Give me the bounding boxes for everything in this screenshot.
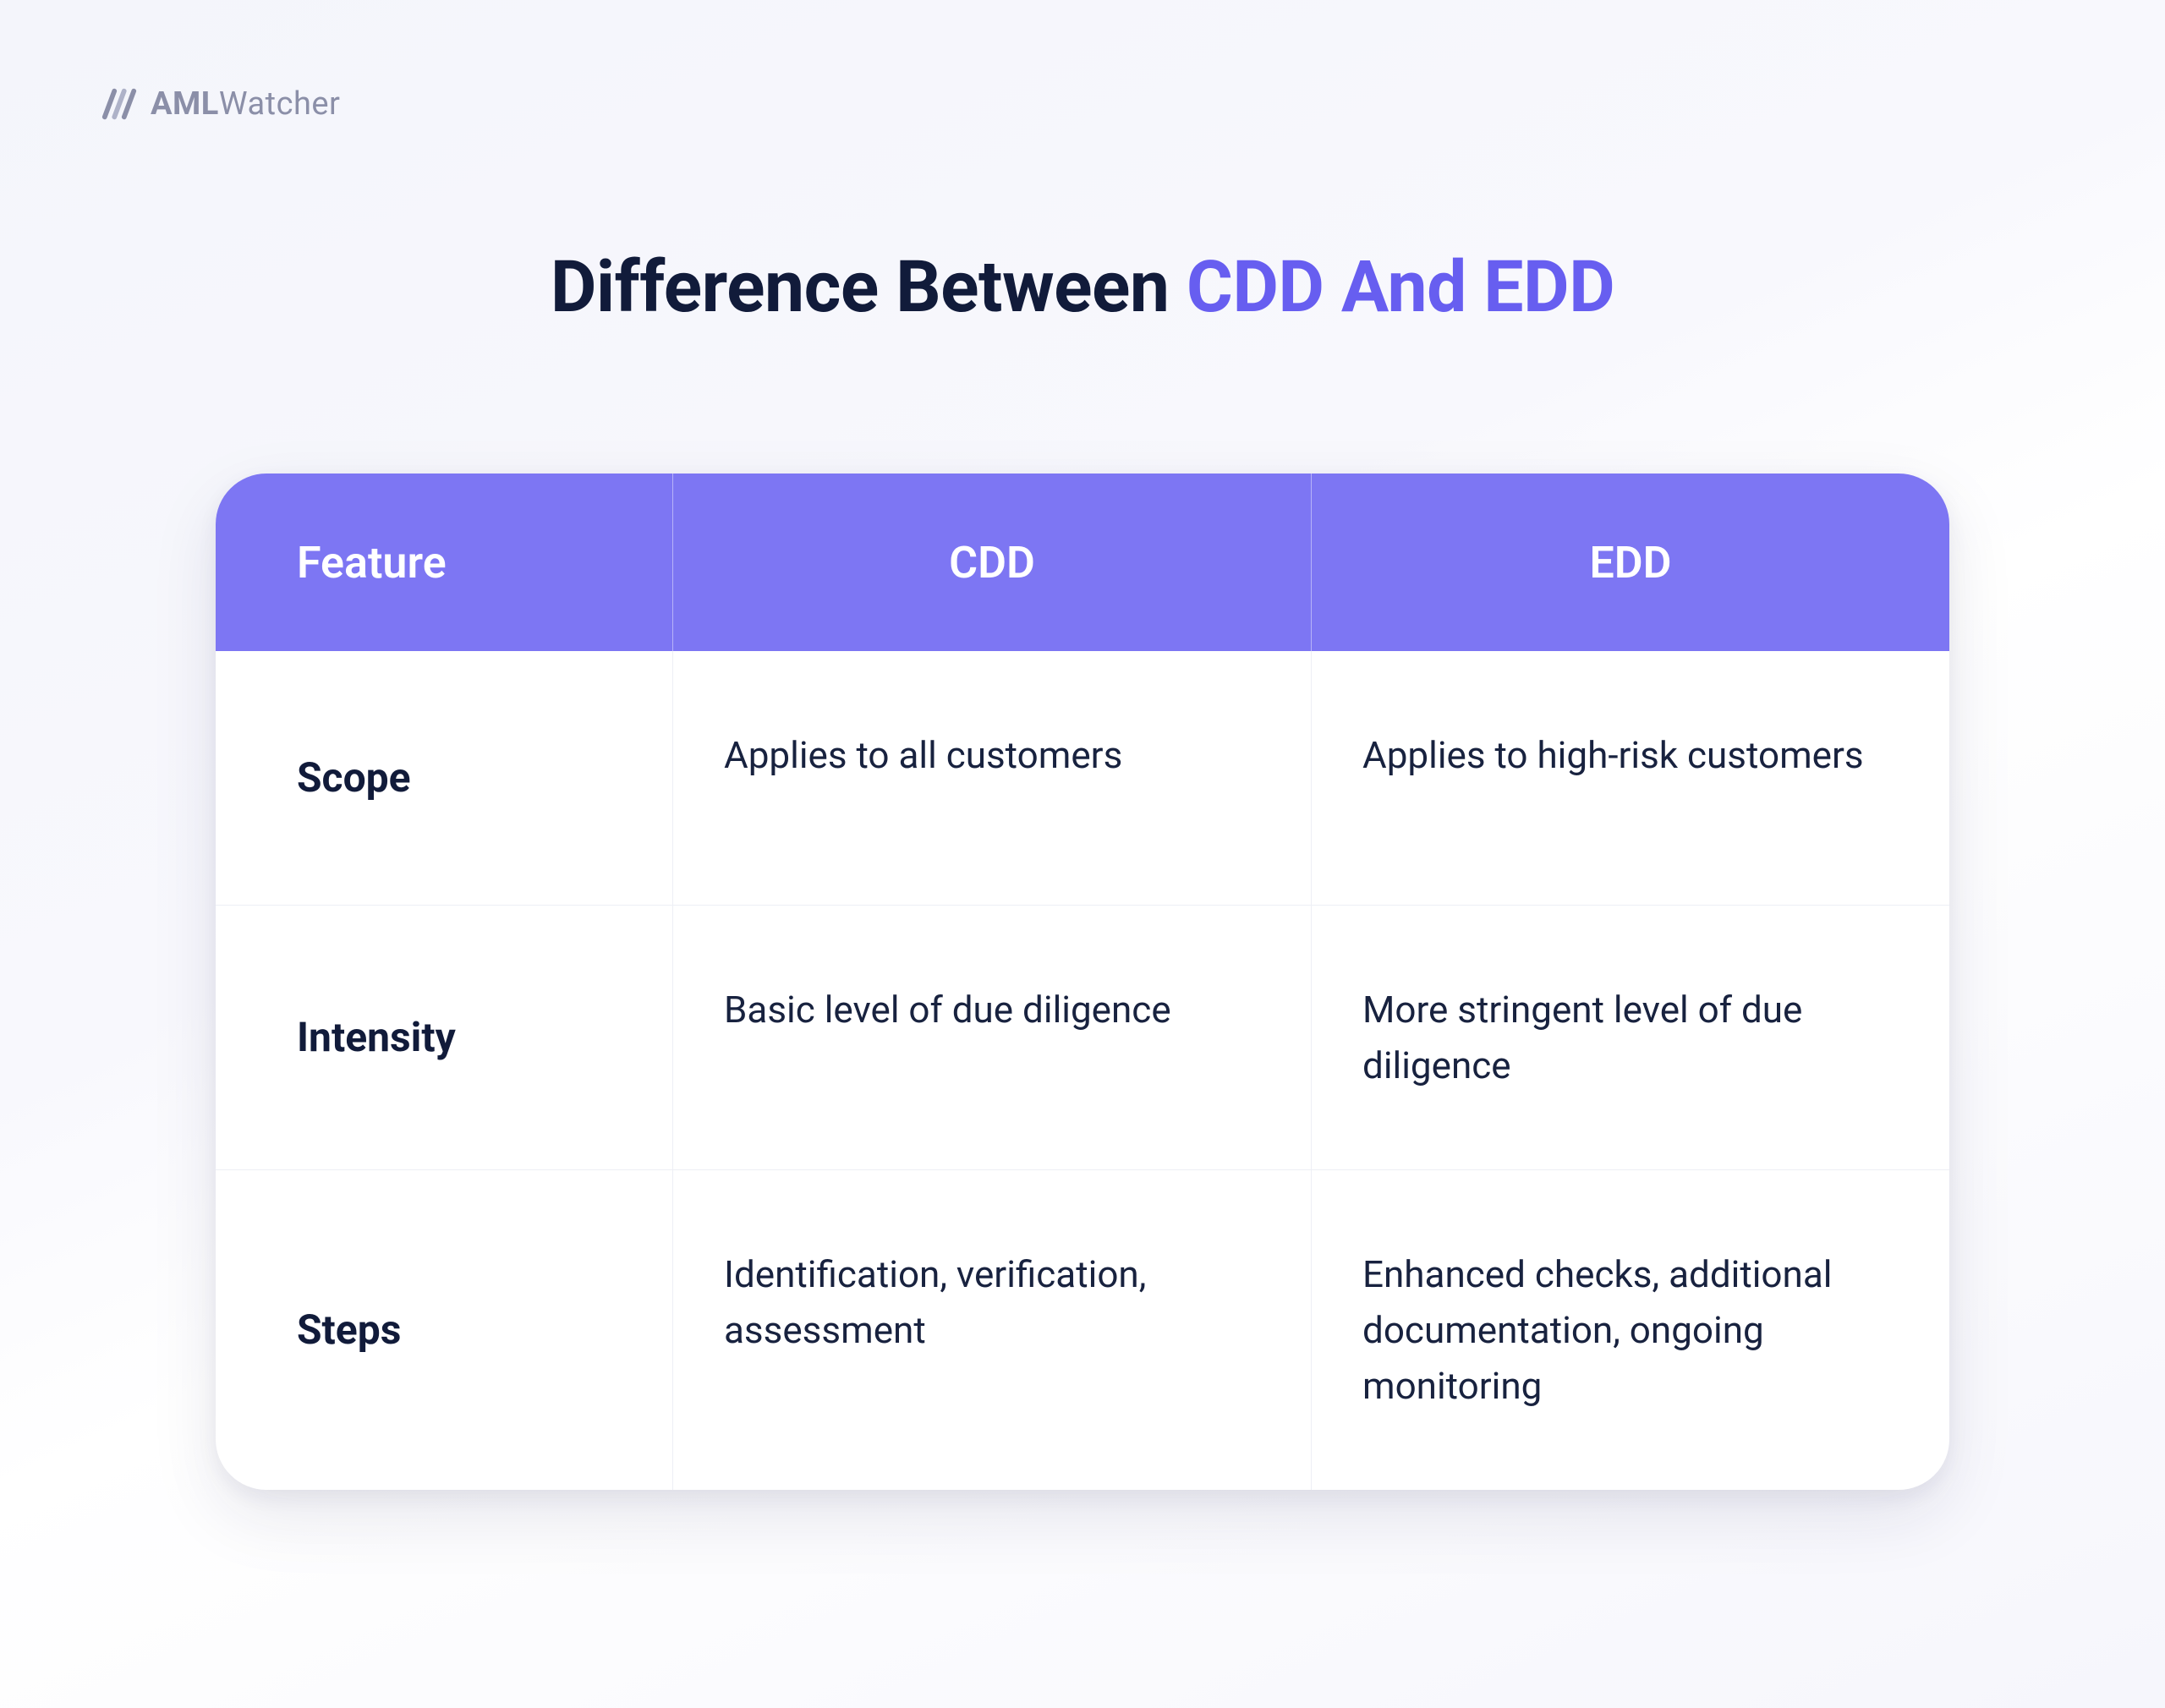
table-header-cdd: CDD: [672, 474, 1311, 651]
table-cell-edd: More stringent level of due diligence: [1311, 906, 1949, 1169]
table-cell-cdd: Applies to all customers: [672, 651, 1311, 905]
table-cell-cdd: Identification, verification, assessment: [672, 1170, 1311, 1490]
page-title-prefix: Difference Between: [551, 245, 1187, 329]
comparison-table: Feature CDD EDD Scope Applies to all cus…: [216, 474, 1949, 1490]
table-row: Intensity Basic level of due diligence M…: [216, 905, 1949, 1169]
table-cell-edd: Enhanced checks, additional documentatio…: [1311, 1170, 1949, 1490]
table-body: Scope Applies to all customers Applies t…: [216, 651, 1949, 1490]
table-header-feature: Feature: [216, 474, 672, 651]
brand-name-bold: AML: [151, 85, 219, 123]
table-cell-edd: Applies to high-risk customers: [1311, 651, 1949, 905]
brand-logo-text: AMLWatcher: [151, 85, 340, 123]
table-header-row: Feature CDD EDD: [216, 474, 1949, 651]
brand-logo-mark-icon: [100, 85, 139, 123]
table-row: Steps Identification, verification, asse…: [216, 1169, 1949, 1490]
brand-logo: AMLWatcher: [100, 85, 340, 123]
page-title-accent: CDD And EDD: [1187, 245, 1614, 329]
brand-name-light: Watcher: [219, 85, 341, 123]
table-cell-feature: Steps: [216, 1170, 672, 1490]
table-cell-feature: Intensity: [216, 906, 672, 1169]
table-row: Scope Applies to all customers Applies t…: [216, 651, 1949, 905]
page-title: Difference Between CDD And EDD: [0, 245, 2165, 329]
table-cell-cdd: Basic level of due diligence: [672, 906, 1311, 1169]
table-cell-feature: Scope: [216, 651, 672, 905]
table-header-edd: EDD: [1311, 474, 1949, 651]
